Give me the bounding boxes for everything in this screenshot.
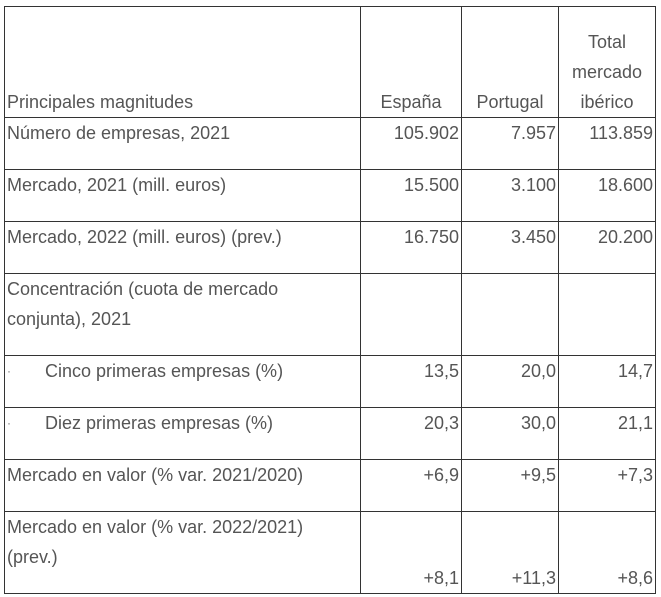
cell-total: 14,7 [558,355,656,408]
header-total-line: Total [587,32,627,52]
table-row: Mercado, 2022 (mill. euros) (prev.) 16.7… [4,221,656,274]
cell-portugal: 3.450 [461,221,559,274]
header-label: Principales magnitudes [4,6,361,118]
row-label: Mercado en valor (% var. 2021/2020) [4,459,361,512]
table-row: Número de empresas, 2021 105.902 7.957 1… [4,117,656,170]
cell-espana: 20,3 [360,407,462,460]
cell-total: 20.200 [558,221,656,274]
table-row: Mercado en valor (% var. 2022/2021) (pre… [4,511,656,594]
cell-total: 21,1 [558,407,656,460]
cell-portugal: 7.957 [461,117,559,170]
cell-espana: 15.500 [360,169,462,222]
header-total-mercado-iberico: Total mercado ibérico [558,6,656,118]
cell-total: +8,6 [558,511,656,594]
cell-portugal: 30,0 [461,407,559,460]
table-row: · Diez primeras empresas (%) 20,3 30,0 2… [4,407,656,460]
row-label: Número de empresas, 2021 [4,117,361,170]
table-row: Mercado, 2021 (mill. euros) 15.500 3.100… [4,169,656,222]
cell-espana: 105.902 [360,117,462,170]
cell-portugal: +9,5 [461,459,559,512]
row-label-line: (prev.) [7,547,58,567]
table-row: Mercado en valor (% var. 2021/2020) +6,9… [4,459,656,512]
cell-total: 18.600 [558,169,656,222]
cell-total [558,273,656,356]
sub-item: · Diez primeras empresas (%) [7,409,358,439]
row-label: Mercado, 2022 (mill. euros) (prev.) [4,221,361,274]
cell-espana [360,273,462,356]
bullet-icon: · [7,416,11,430]
header-total-line: mercado [571,62,643,82]
row-label: · Cinco primeras empresas (%) [4,355,361,408]
cell-espana: 16.750 [360,221,462,274]
row-label: Concentración (cuota de mercado conjunta… [4,273,361,356]
table-row: · Cinco primeras empresas (%) 13,5 20,0 … [4,355,656,408]
sub-item-label: Cinco primeras empresas (%) [45,361,284,381]
table-header-row: Principales magnitudes España Portugal T… [4,6,656,118]
row-label-line: conjunta), 2021 [7,309,132,329]
sub-item-label: Diez primeras empresas (%) [45,413,274,433]
table-row: Concentración (cuota de mercado conjunta… [4,273,656,356]
header-espana: España [360,6,462,118]
cell-portugal: +11,3 [461,511,559,594]
row-label-line: Concentración (cuota de mercado [7,279,279,299]
cell-total: +7,3 [558,459,656,512]
row-label: · Diez primeras empresas (%) [4,407,361,460]
row-label: Mercado en valor (% var. 2022/2021) (pre… [4,511,361,594]
cell-portugal: 3.100 [461,169,559,222]
row-label: Mercado, 2021 (mill. euros) [4,169,361,222]
magnitudes-table: Principales magnitudes España Portugal T… [4,6,656,594]
cell-portugal: 20,0 [461,355,559,408]
cell-espana: +6,9 [360,459,462,512]
bullet-icon: · [7,364,11,378]
header-total-line: ibérico [580,92,634,112]
cell-portugal [461,273,559,356]
header-portugal: Portugal [461,6,559,118]
cell-espana: 13,5 [360,355,462,408]
sub-item: · Cinco primeras empresas (%) [7,357,358,387]
cell-total: 113.859 [558,117,656,170]
row-label-line: Mercado en valor (% var. 2022/2021) [7,517,304,537]
cell-espana: +8,1 [360,511,462,594]
